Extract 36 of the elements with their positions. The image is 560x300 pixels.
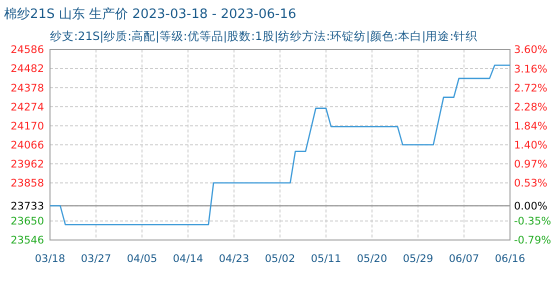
x-tick-label: 06/16	[494, 253, 526, 265]
y-tick-label: 23858	[10, 178, 44, 190]
y-tick-label: 24170	[10, 120, 44, 132]
y2-tick-label: 2.28%	[514, 101, 548, 114]
x-tick-label: 03/27	[80, 253, 112, 265]
x-tick-label: 04/05	[126, 253, 158, 265]
y2-tick-label: -0.35%	[514, 216, 552, 228]
y-tick-label: 23650	[10, 216, 44, 228]
y-tick-label: 24378	[10, 82, 44, 94]
y-tick-label: 23546	[10, 234, 44, 247]
y2-tick-label: 0.97%	[514, 158, 548, 170]
y-tick-label: 23962	[10, 158, 44, 170]
x-tick-label: 04/14	[172, 253, 204, 265]
chart-subtitle: 纱支:21S|纱质:高配|等级:优等品|股数:1股|纺纱方法:环锭纺|颜色:本白|用途:针织	[50, 29, 478, 43]
y2-tick-label: 2.72%	[514, 82, 548, 94]
x-tick-label: 03/18	[34, 253, 66, 265]
x-tick-label: 05/11	[310, 253, 342, 265]
x-tick-label: 06/07	[448, 253, 480, 265]
y-tick-label: 24482	[10, 63, 44, 76]
y2-tick-label: 0.00%	[514, 200, 548, 212]
y2-tick-label: 0.53%	[514, 177, 548, 190]
x-tick-label: 05/20	[356, 253, 388, 265]
y2-tick-label: -0.79%	[514, 234, 552, 247]
y-tick-label: 24274	[10, 101, 44, 114]
y2-tick-label: 3.16%	[514, 63, 548, 76]
y-tick-label: 23733	[10, 200, 44, 212]
y2-tick-label: 1.40%	[514, 140, 548, 152]
y-tick-label: 24066	[10, 139, 44, 152]
x-tick-label: 05/29	[402, 253, 434, 265]
y2-tick-label: 1.84%	[514, 120, 548, 133]
y-tick-label: 24586	[10, 44, 44, 56]
x-tick-label: 05/02	[264, 253, 296, 265]
line-series	[49, 64, 511, 226]
chart-title: 棉纱21S 山东 生产价 2023-03-18 - 2023-06-16	[4, 7, 296, 22]
y2-tick-label: 3.60%	[514, 44, 548, 56]
x-tick-label: 04/23	[218, 253, 250, 265]
